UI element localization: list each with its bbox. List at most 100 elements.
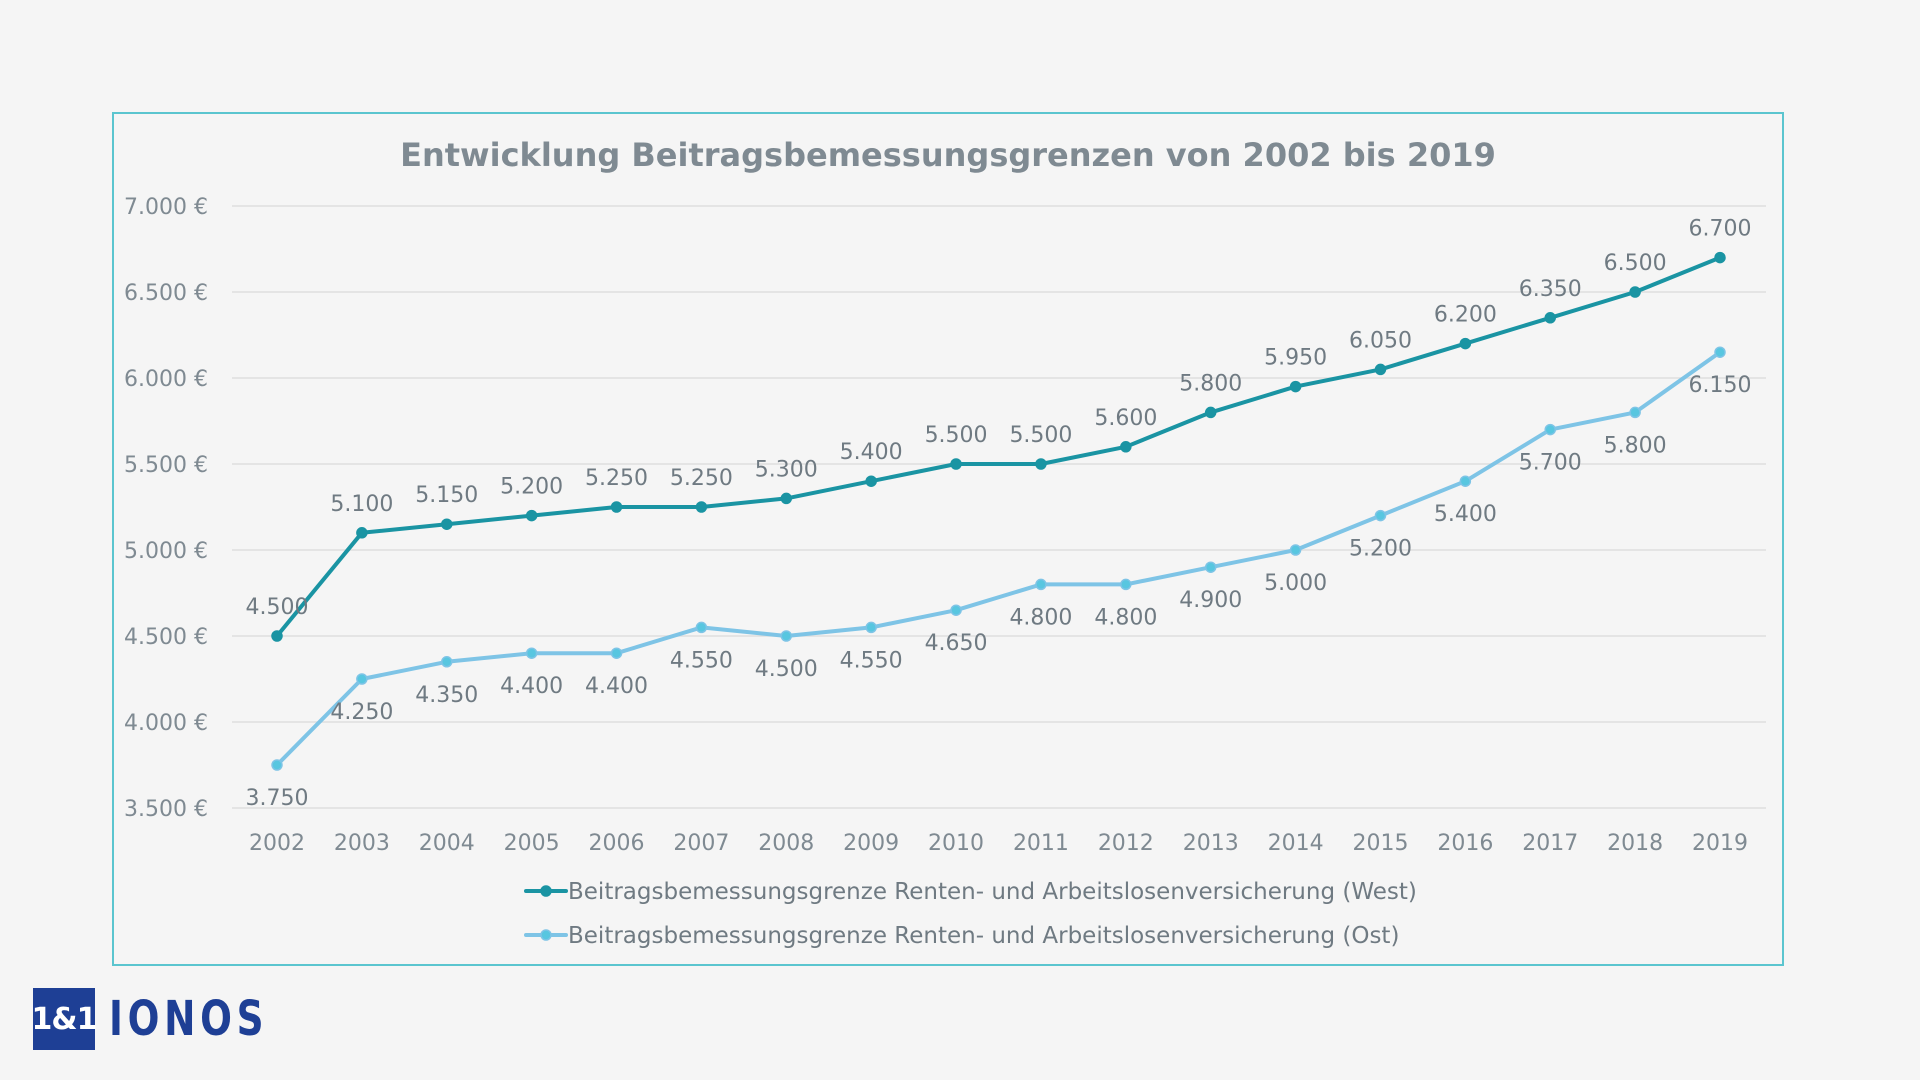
logo-wordmark: IONOS bbox=[109, 991, 269, 1047]
data-point-west bbox=[1120, 441, 1132, 453]
data-point-west bbox=[1629, 286, 1641, 298]
data-point-west bbox=[525, 509, 538, 522]
data-label-ost: 4.550 bbox=[670, 648, 733, 673]
y-tick-label: 5.500 € bbox=[124, 453, 208, 478]
data-point-ost bbox=[1035, 578, 1047, 591]
chart-frame: Entwicklung Beitragsbemessungsgrenzen vo… bbox=[112, 112, 1784, 966]
y-tick-label: 3.500 € bbox=[124, 797, 208, 822]
data-label-west: 6.500 bbox=[1604, 251, 1667, 276]
data-point-ost bbox=[950, 604, 962, 616]
series-line-ost bbox=[275, 350, 1722, 767]
x-tick-label: 2012 bbox=[1098, 831, 1154, 856]
x-tick-label: 2015 bbox=[1352, 831, 1408, 856]
x-tick-label: 2019 bbox=[1692, 831, 1748, 856]
x-tick-label: 2014 bbox=[1268, 831, 1324, 856]
data-point-west bbox=[1459, 337, 1472, 350]
data-label-west: 5.600 bbox=[1094, 406, 1157, 431]
data-point-west bbox=[1544, 312, 1556, 324]
data-label-west: 5.950 bbox=[1264, 346, 1327, 371]
x-tick-label: 2018 bbox=[1607, 831, 1663, 856]
x-tick-label: 2004 bbox=[419, 831, 475, 856]
y-tick-label: 4.000 € bbox=[124, 711, 208, 736]
data-point-west bbox=[1374, 363, 1387, 376]
data-label-ost: 4.800 bbox=[1009, 605, 1072, 630]
data-point-ost bbox=[525, 647, 538, 659]
x-tick-label: 2002 bbox=[249, 831, 305, 856]
data-label-ost: 4.650 bbox=[925, 631, 988, 656]
x-tick-label: 2006 bbox=[589, 831, 645, 856]
x-tick-label: 2007 bbox=[673, 831, 729, 856]
data-label-ost: 5.000 bbox=[1264, 571, 1327, 596]
data-label-west: 4.500 bbox=[246, 595, 309, 620]
x-tick-label: 2003 bbox=[334, 831, 390, 856]
data-label-west: 5.250 bbox=[585, 466, 648, 491]
data-point-ost bbox=[1289, 544, 1302, 556]
x-tick-label: 2016 bbox=[1437, 831, 1493, 856]
y-tick-label: 7.000 € bbox=[124, 195, 208, 220]
data-label-west: 5.300 bbox=[755, 457, 818, 482]
data-label-ost: 5.200 bbox=[1349, 537, 1412, 562]
data-point-west bbox=[950, 458, 962, 470]
data-point-ost bbox=[780, 630, 793, 642]
data-point-west bbox=[610, 501, 623, 513]
data-point-ost bbox=[1204, 561, 1217, 573]
data-point-ost bbox=[1544, 423, 1556, 436]
y-tick-label: 5.000 € bbox=[124, 539, 208, 564]
legend-label: Beitragsbemessungsgrenze Renten- und Arb… bbox=[568, 879, 1417, 905]
x-tick-label: 2017 bbox=[1522, 831, 1578, 856]
data-label-ost: 3.750 bbox=[246, 786, 309, 811]
data-label-west: 5.400 bbox=[840, 440, 903, 465]
data-point-ost bbox=[865, 621, 877, 634]
x-tick-label: 2005 bbox=[504, 831, 560, 856]
data-label-ost: 4.500 bbox=[755, 657, 818, 682]
data-label-west: 6.700 bbox=[1689, 217, 1752, 242]
data-point-ost bbox=[1714, 346, 1726, 358]
series-line-west bbox=[275, 255, 1722, 638]
data-point-west bbox=[441, 518, 453, 530]
data-point-west bbox=[1714, 251, 1726, 264]
y-tick-label: 4.500 € bbox=[124, 625, 208, 650]
data-point-ost bbox=[356, 673, 368, 685]
data-label-ost: 4.400 bbox=[585, 674, 648, 699]
data-point-west bbox=[1204, 406, 1217, 419]
data-point-west bbox=[1289, 380, 1302, 393]
ionos-logo: 1&1 IONOS bbox=[32, 988, 313, 1050]
data-label-west: 5.100 bbox=[330, 492, 393, 517]
x-tick-label: 2013 bbox=[1183, 831, 1239, 856]
data-label-ost: 6.150 bbox=[1689, 373, 1752, 398]
data-label-ost: 4.250 bbox=[330, 700, 393, 725]
data-point-west bbox=[695, 501, 708, 513]
data-point-ost bbox=[1629, 406, 1641, 419]
data-point-west bbox=[356, 527, 368, 539]
legend-marker bbox=[540, 885, 552, 897]
logo-badge: 1&1 bbox=[32, 988, 97, 1050]
x-tick-label: 2010 bbox=[928, 831, 984, 856]
data-label-west: 6.050 bbox=[1349, 328, 1412, 353]
data-point-ost bbox=[1459, 475, 1472, 487]
data-label-west: 5.500 bbox=[1009, 423, 1072, 448]
data-label-west: 5.200 bbox=[500, 475, 563, 500]
data-point-west bbox=[780, 492, 793, 505]
legend-marker bbox=[540, 929, 552, 941]
data-label-west: 6.350 bbox=[1519, 277, 1582, 302]
data-point-ost bbox=[1120, 578, 1132, 591]
data-label-west: 5.250 bbox=[670, 466, 733, 491]
data-label-ost: 4.900 bbox=[1179, 588, 1242, 613]
data-label-ost: 5.700 bbox=[1519, 451, 1582, 476]
x-tick-label: 2009 bbox=[843, 831, 899, 856]
chart-title: Entwicklung Beitragsbemessungsgrenzen vo… bbox=[400, 136, 1496, 174]
data-label-west: 6.200 bbox=[1434, 303, 1497, 328]
data-label-ost: 4.800 bbox=[1094, 605, 1157, 630]
data-point-ost bbox=[695, 621, 708, 634]
data-label-ost: 5.400 bbox=[1434, 502, 1497, 527]
data-label-west: 5.800 bbox=[1179, 371, 1242, 396]
data-point-ost bbox=[610, 647, 623, 659]
legend-label: Beitragsbemessungsgrenze Renten- und Arb… bbox=[568, 923, 1399, 949]
data-point-west bbox=[271, 630, 283, 642]
data-point-ost bbox=[271, 759, 283, 771]
y-tick-label: 6.500 € bbox=[124, 281, 208, 306]
data-point-ost bbox=[1374, 509, 1387, 522]
data-label-ost: 5.800 bbox=[1604, 433, 1667, 458]
y-tick-label: 6.000 € bbox=[124, 367, 208, 392]
